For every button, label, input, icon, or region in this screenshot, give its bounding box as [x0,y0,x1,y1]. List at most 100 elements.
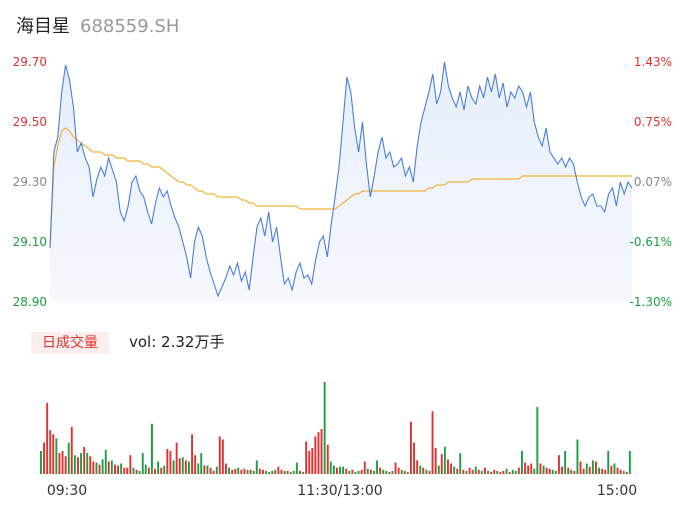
volume-bar [55,438,58,474]
volume-bar [64,456,67,474]
volume-bar [397,467,400,474]
volume-bar [249,469,252,474]
volume-bar [252,470,255,474]
volume-bar [622,470,625,474]
volume-bar [286,470,289,474]
volume-bar [533,468,536,474]
volume-bar [209,467,212,474]
volume-bar [419,465,422,474]
volume-bar [320,429,323,474]
volume-bar [413,442,415,474]
volume-bar [268,471,271,474]
volume-bar [129,455,132,474]
time-tick-label: 09:30 [47,483,87,499]
volume-bar [243,468,246,474]
volume-bar [490,471,493,474]
volume-bar [471,469,474,474]
volume-bar [493,469,496,474]
volume-bar [511,469,514,474]
volume-bar [376,460,378,474]
volume-bar [126,467,129,474]
volume-bar [305,441,308,474]
volume-bar [354,471,357,474]
volume-bar [382,469,385,474]
volume-bar [348,470,351,474]
volume-bar [363,461,366,474]
volume-bar [545,467,548,474]
volume-bar [336,467,338,474]
avg-price-line [49,127,632,249]
time-tick-label: 15:00 [597,483,637,499]
volume-bar [58,453,61,474]
volume-bar [104,450,107,474]
volume-bar [169,451,172,474]
percent-tick-label: 1.43% [634,55,672,69]
stock-name: 海目星 [16,16,70,37]
volume-bar [172,460,175,474]
volume-bar [530,463,533,474]
volume-bar [49,430,52,474]
volume-bar [416,460,419,474]
volume-bar [425,469,428,474]
volume-bar [619,469,622,474]
volume-bar [163,465,166,474]
percent-tick-label: 0.07% [634,175,672,189]
price-tick-label: 28.90 [13,295,47,309]
volume-bar [477,469,480,474]
price-tick-label: 29.50 [13,115,47,129]
volume-bar [462,469,465,474]
volume-bar [289,471,292,474]
volume-bar [160,467,163,474]
volume-bar [391,470,394,474]
volume-bar [394,462,397,474]
volume-bar [616,467,619,474]
time-axis: 09:30 11:30/13:00 15:00 [47,483,637,499]
volume-bar [508,471,511,474]
volume-bar [83,446,86,474]
volume-bar [385,470,388,474]
volume-bar [154,468,156,474]
volume-bar [191,434,193,474]
volume-bar [117,465,119,474]
volume-bar [255,460,258,474]
volume-bar [258,468,261,474]
volume-bar [123,467,126,474]
volume-bar [403,470,406,474]
volume-bar [628,451,631,474]
volume-bar [570,469,573,474]
stock-title: 海目星 688559.SH [16,12,179,38]
volume-bar [625,471,628,474]
volume-bar [588,466,591,474]
volume-bar [135,469,138,474]
volume-bar [138,470,141,474]
volume-bar [302,471,304,474]
volume-bar [265,470,267,474]
volume-bar [95,462,98,474]
volume-bar [101,459,104,474]
volume-bar [450,463,452,474]
volume-bar [283,470,286,474]
volume-tab[interactable]: 日成交量 [31,332,109,354]
volume-bar [151,423,153,474]
volume-bar [157,461,160,474]
volume-bar [373,470,375,474]
volume-bar [521,451,523,474]
volume-bar [440,454,443,474]
volume-bar [542,465,545,474]
price-area [50,62,632,302]
volume-bar [107,461,110,474]
volume-bar [314,436,317,474]
volume-bar [505,468,508,474]
volume-bar [604,469,607,474]
volume-bar [598,467,600,474]
stock-code: 688559.SH [80,16,180,37]
volume-bar [342,466,345,474]
price-area-fill [50,62,632,302]
volume-bar [194,455,197,474]
volume-bar [357,470,360,474]
volume-bar [502,470,505,474]
volume-bar [558,455,560,474]
volume-bar [86,453,89,474]
volume-bar [406,471,409,474]
price-line [49,61,633,298]
